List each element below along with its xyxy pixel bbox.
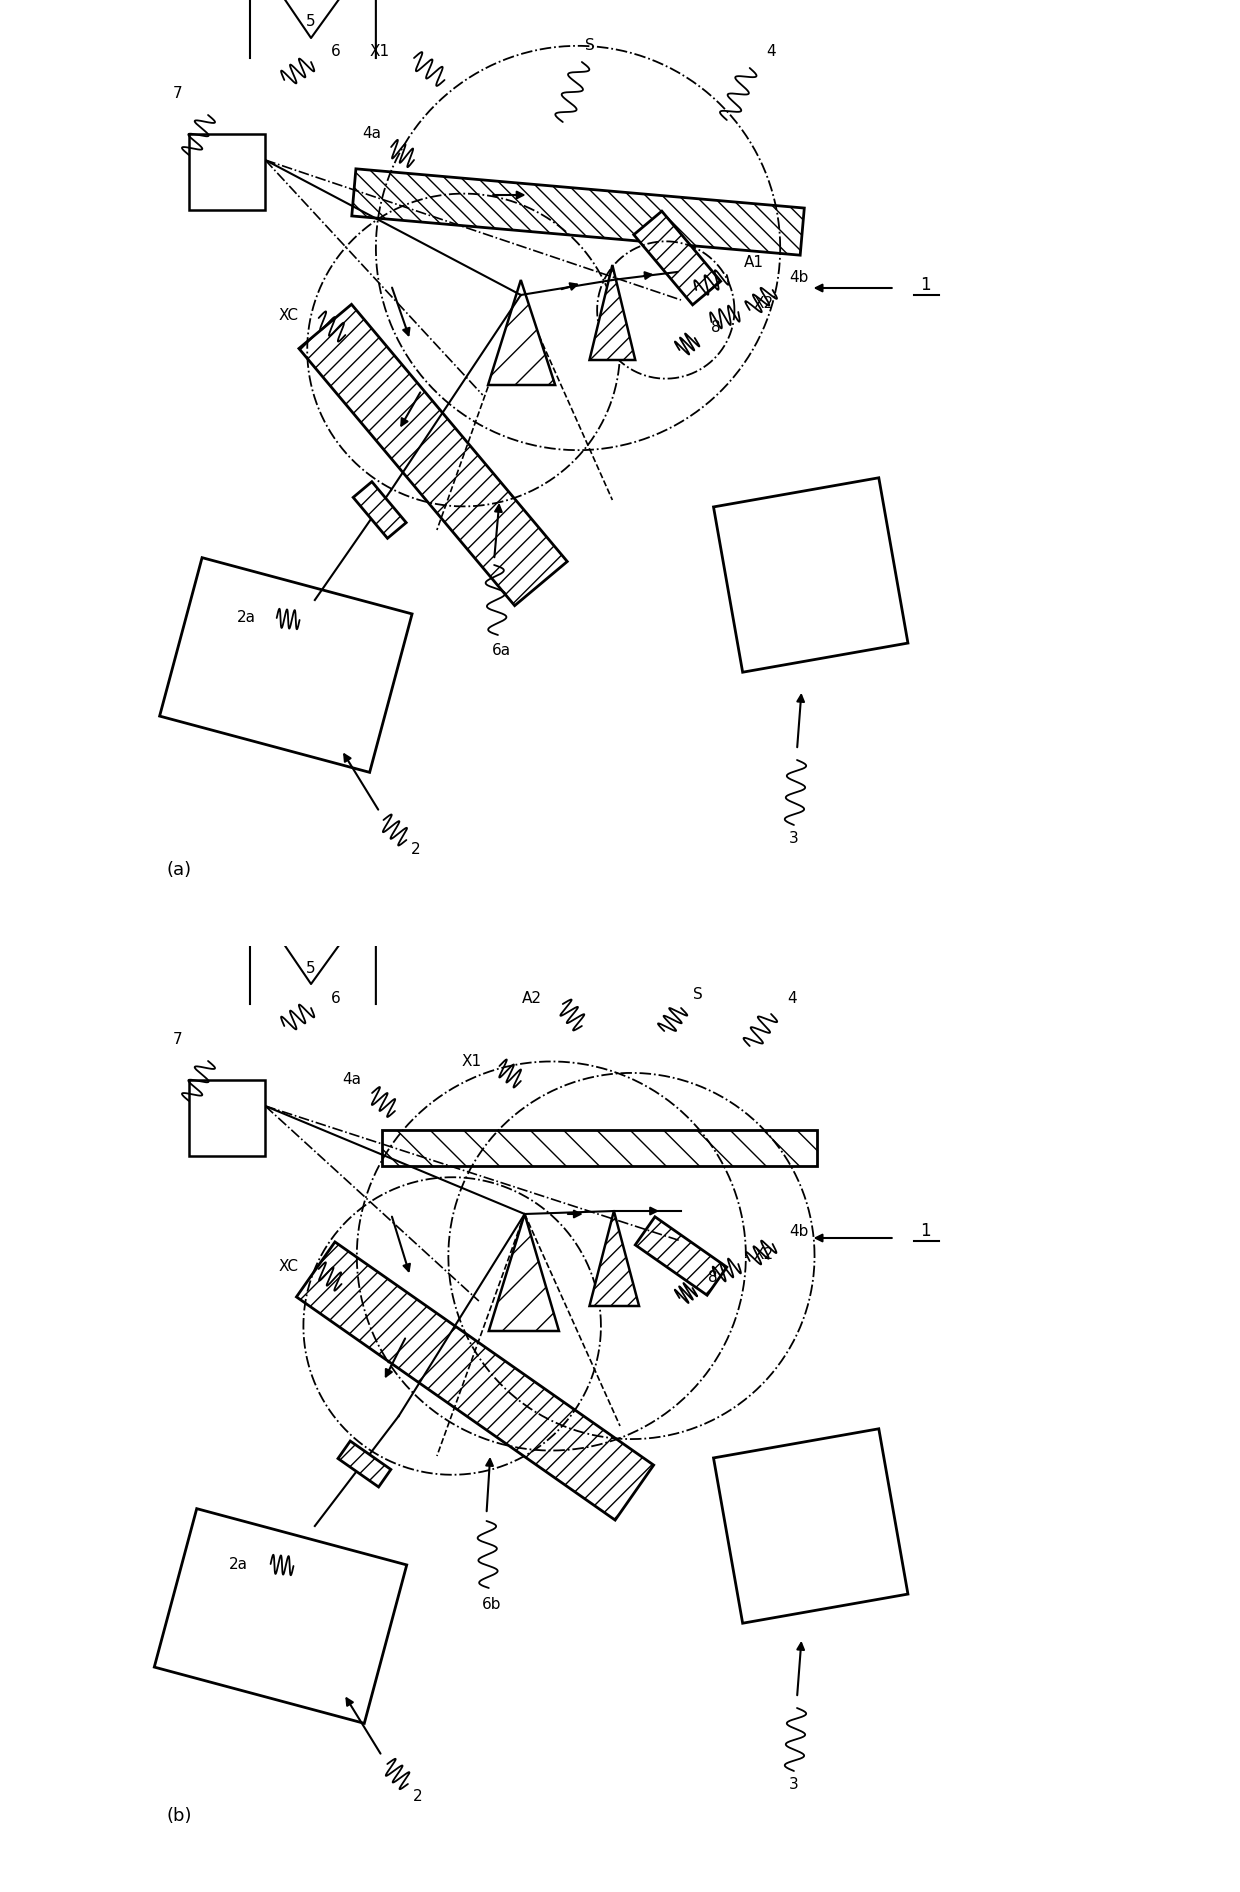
Text: X1: X1 (461, 1054, 481, 1069)
Text: 4: 4 (766, 45, 776, 59)
Polygon shape (154, 1508, 407, 1724)
Text: S: S (584, 38, 594, 53)
Text: (b): (b) (166, 1807, 191, 1826)
Text: 4a: 4a (362, 125, 382, 140)
Text: 4b: 4b (790, 1224, 808, 1239)
Text: 2: 2 (410, 842, 420, 857)
Text: 7: 7 (172, 1031, 182, 1046)
Text: 6: 6 (331, 45, 341, 59)
Text: 6: 6 (331, 991, 341, 1005)
Text: A2: A2 (522, 991, 542, 1005)
Polygon shape (489, 1215, 559, 1330)
Text: (a): (a) (166, 861, 191, 880)
Text: 3: 3 (789, 1777, 799, 1792)
Bar (188, 1080, 265, 1156)
Text: S: S (693, 986, 703, 1001)
Polygon shape (634, 212, 720, 305)
Polygon shape (352, 168, 805, 255)
Polygon shape (589, 1211, 639, 1305)
Text: 1: 1 (920, 276, 930, 293)
Polygon shape (713, 1428, 908, 1623)
Text: X2: X2 (754, 295, 774, 310)
Polygon shape (713, 479, 908, 672)
Text: 1: 1 (920, 1222, 930, 1239)
Text: 6a: 6a (492, 643, 511, 658)
Text: 4: 4 (787, 991, 796, 1005)
Text: X1: X1 (370, 45, 389, 59)
Polygon shape (299, 305, 567, 605)
Polygon shape (339, 1442, 391, 1487)
Text: 8: 8 (708, 1271, 718, 1285)
Polygon shape (589, 265, 635, 359)
Polygon shape (382, 1130, 817, 1165)
Text: X2: X2 (754, 1247, 774, 1262)
Text: 4b: 4b (790, 271, 808, 286)
Text: 4a: 4a (342, 1071, 361, 1086)
Text: XC: XC (278, 308, 298, 322)
Polygon shape (296, 1241, 653, 1519)
Bar (188, 134, 265, 210)
Polygon shape (489, 280, 556, 384)
Text: 3: 3 (789, 831, 799, 846)
Text: 5: 5 (306, 961, 316, 976)
Text: 8: 8 (711, 320, 720, 335)
Polygon shape (635, 1217, 727, 1296)
Polygon shape (160, 558, 412, 772)
Text: 7: 7 (172, 85, 182, 100)
Text: 5: 5 (306, 15, 316, 30)
Text: XC: XC (278, 1258, 298, 1273)
Text: 2a: 2a (229, 1557, 248, 1572)
Text: 2a: 2a (237, 611, 255, 626)
Polygon shape (353, 482, 407, 539)
Text: 6b: 6b (482, 1597, 502, 1612)
Text: A1: A1 (744, 255, 764, 269)
Text: 2: 2 (413, 1788, 423, 1803)
